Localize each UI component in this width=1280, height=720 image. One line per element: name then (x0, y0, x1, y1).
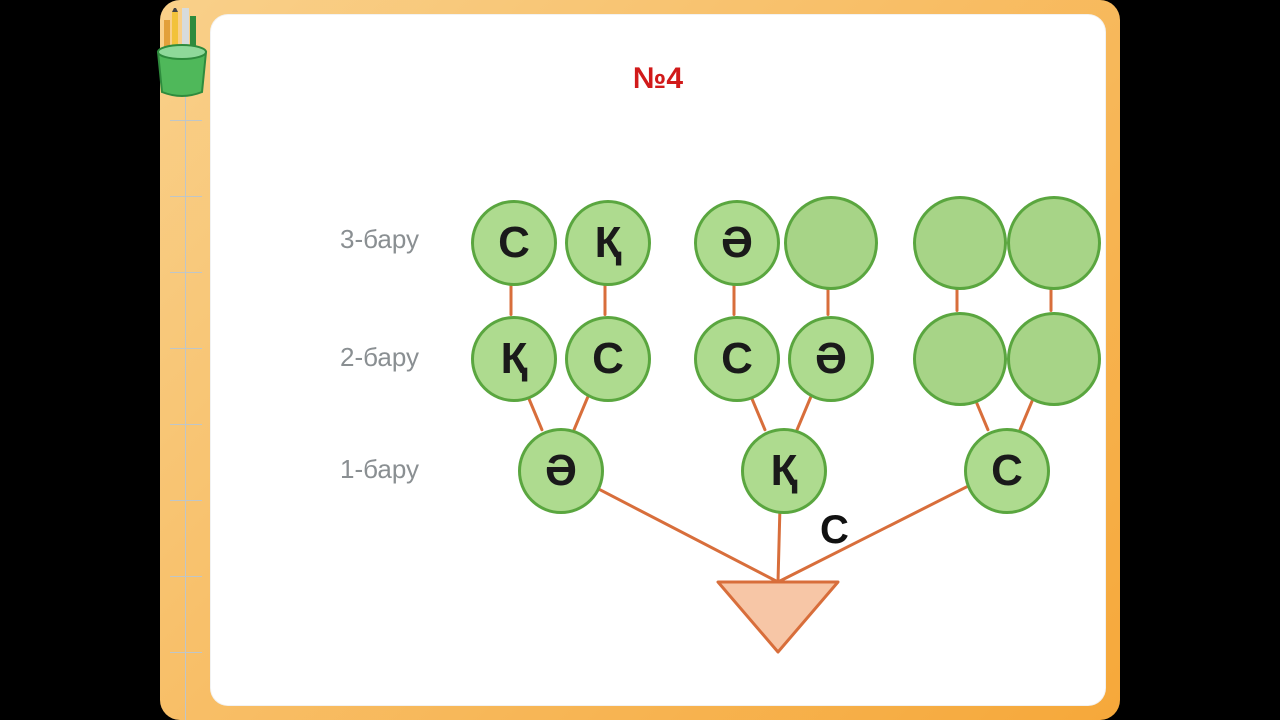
slide-content: №4 3-бару 2-бару 1-бару СҚӘҚССӘӘҚС С (210, 14, 1106, 706)
stray-letter: С (820, 508, 849, 553)
tree-node: Ә (518, 428, 604, 514)
page-title: №4 (210, 62, 1106, 96)
tree-node: Қ (741, 428, 827, 514)
row-label-3: 3-бару (340, 224, 419, 255)
row-label-2: 2-бару (340, 342, 419, 373)
tree-node: Ә (788, 316, 874, 402)
row-label-1: 1-бару (340, 454, 419, 485)
pencil-cup-icon (142, 8, 222, 98)
tree-node: Ә (694, 200, 780, 286)
tree-node: С (694, 316, 780, 402)
tree-node: Қ (471, 316, 557, 402)
tree-node (784, 196, 878, 290)
tree-node: С (964, 428, 1050, 514)
slide-stage: №4 3-бару 2-бару 1-бару СҚӘҚССӘӘҚС С (160, 0, 1120, 720)
tree-node (1007, 196, 1101, 290)
tree-node: С (471, 200, 557, 286)
tree-node: С (565, 316, 651, 402)
tree-node (913, 312, 1007, 406)
tree-node (913, 196, 1007, 290)
tree-node (1007, 312, 1101, 406)
tree-node: Қ (565, 200, 651, 286)
